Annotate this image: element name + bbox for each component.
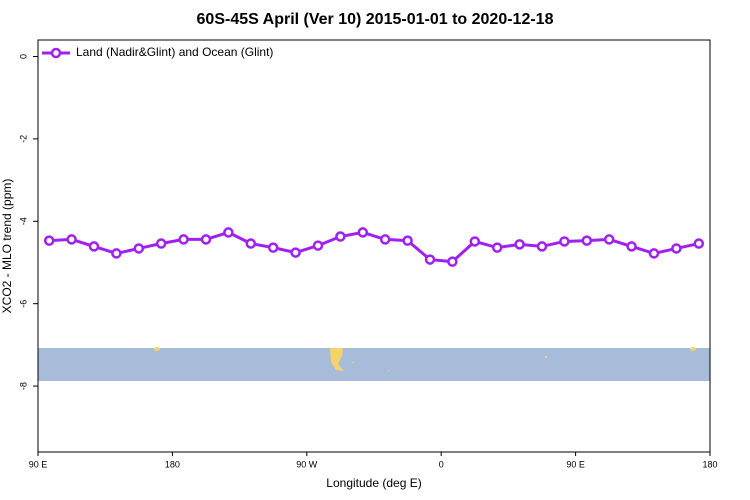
- point: [671, 243, 682, 254]
- point: [603, 234, 615, 245]
- point: [133, 243, 145, 254]
- x-tick-label: 90 E: [29, 459, 48, 469]
- point: [514, 239, 525, 250]
- y-tick-label: -8: [18, 382, 28, 390]
- point: [491, 242, 503, 253]
- point: [66, 234, 77, 245]
- point: [245, 238, 257, 249]
- y-axis-label: XCO2 - MLO trend (ppm): [0, 179, 14, 314]
- point: [402, 235, 413, 246]
- point: [290, 247, 301, 258]
- point: [43, 235, 55, 246]
- point: [200, 234, 212, 245]
- x-axis-label: Longitude (deg E): [326, 476, 421, 490]
- point: [312, 240, 324, 251]
- x-tick-label: 180: [165, 459, 180, 469]
- point: [581, 235, 593, 246]
- x-tick-label: 0: [439, 459, 444, 469]
- y-tick-label: -2: [18, 135, 28, 143]
- point: [88, 241, 100, 252]
- y-tick-label: -4: [18, 217, 28, 225]
- point: [111, 248, 122, 259]
- point: [424, 254, 436, 265]
- series-line: [49, 230, 700, 264]
- point: [648, 248, 660, 259]
- y-tick-label: 0: [18, 54, 28, 59]
- y-tick-label: -6: [18, 300, 28, 308]
- legend-text: Land (Nadir&Glint) and Ocean (Glint): [76, 45, 273, 59]
- x-tick-label: 90 E: [566, 459, 585, 469]
- point: [626, 241, 637, 252]
- chart-title: 60S-45S April (Ver 10) 2015-01-01 to 202…: [197, 11, 554, 28]
- plot-frame: [37, 39, 711, 453]
- point: [357, 227, 369, 238]
- point: [155, 238, 167, 249]
- point: [536, 241, 548, 252]
- legend-marker: [50, 47, 62, 59]
- point: [267, 242, 279, 253]
- point: [178, 234, 189, 245]
- point: [693, 238, 705, 249]
- point: [223, 227, 234, 238]
- point: [469, 236, 481, 247]
- x-tick-label: 90 W: [296, 459, 318, 469]
- map-strip: [38, 347, 710, 381]
- point: [335, 231, 346, 242]
- point: [447, 256, 458, 267]
- point: [559, 236, 570, 247]
- point: [379, 234, 391, 245]
- x-tick-label: 180: [702, 459, 717, 469]
